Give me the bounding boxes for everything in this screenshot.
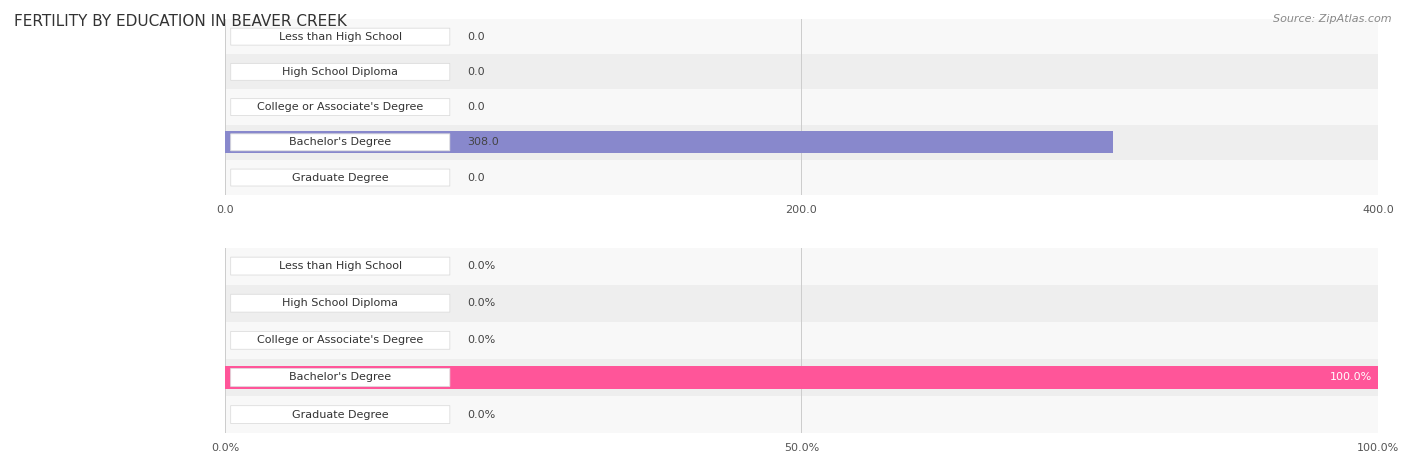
FancyBboxPatch shape bbox=[231, 406, 450, 424]
Text: 0.0: 0.0 bbox=[467, 67, 485, 77]
Text: College or Associate's Degree: College or Associate's Degree bbox=[257, 102, 423, 112]
Text: High School Diploma: High School Diploma bbox=[283, 298, 398, 308]
FancyBboxPatch shape bbox=[231, 169, 450, 186]
Bar bbox=[225, 285, 1378, 322]
Text: Graduate Degree: Graduate Degree bbox=[292, 172, 388, 183]
Text: College or Associate's Degree: College or Associate's Degree bbox=[257, 335, 423, 346]
FancyBboxPatch shape bbox=[231, 99, 450, 116]
Text: 0.0%: 0.0% bbox=[467, 298, 495, 308]
FancyBboxPatch shape bbox=[231, 28, 450, 45]
Text: Bachelor's Degree: Bachelor's Degree bbox=[290, 372, 391, 383]
Text: FERTILITY BY EDUCATION IN BEAVER CREEK: FERTILITY BY EDUCATION IN BEAVER CREEK bbox=[14, 14, 347, 30]
Text: Graduate Degree: Graduate Degree bbox=[292, 409, 388, 420]
Bar bbox=[225, 366, 1378, 389]
FancyBboxPatch shape bbox=[231, 134, 450, 151]
Bar bbox=[225, 359, 1378, 396]
Text: 0.0: 0.0 bbox=[467, 102, 485, 112]
Bar bbox=[225, 125, 1378, 160]
Text: Bachelor's Degree: Bachelor's Degree bbox=[290, 137, 391, 148]
Bar bbox=[225, 160, 1378, 195]
Text: Source: ZipAtlas.com: Source: ZipAtlas.com bbox=[1274, 14, 1392, 24]
Text: High School Diploma: High School Diploma bbox=[283, 67, 398, 77]
Text: 0.0: 0.0 bbox=[467, 172, 485, 183]
Text: Less than High School: Less than High School bbox=[278, 31, 402, 42]
FancyBboxPatch shape bbox=[231, 294, 450, 312]
Text: 308.0: 308.0 bbox=[467, 137, 499, 148]
Text: 100.0%: 100.0% bbox=[1330, 372, 1372, 383]
Text: 0.0%: 0.0% bbox=[467, 261, 495, 271]
FancyBboxPatch shape bbox=[231, 63, 450, 80]
FancyBboxPatch shape bbox=[231, 331, 450, 349]
Bar bbox=[225, 19, 1378, 54]
Text: 0.0%: 0.0% bbox=[467, 335, 495, 346]
FancyBboxPatch shape bbox=[231, 257, 450, 275]
Text: Less than High School: Less than High School bbox=[278, 261, 402, 271]
Bar bbox=[225, 131, 1112, 153]
Bar bbox=[225, 89, 1378, 125]
Text: 0.0%: 0.0% bbox=[467, 409, 495, 420]
Bar bbox=[225, 248, 1378, 285]
FancyBboxPatch shape bbox=[231, 368, 450, 387]
Bar bbox=[225, 322, 1378, 359]
Text: 0.0: 0.0 bbox=[467, 31, 485, 42]
Bar bbox=[225, 396, 1378, 433]
Bar bbox=[225, 54, 1378, 89]
